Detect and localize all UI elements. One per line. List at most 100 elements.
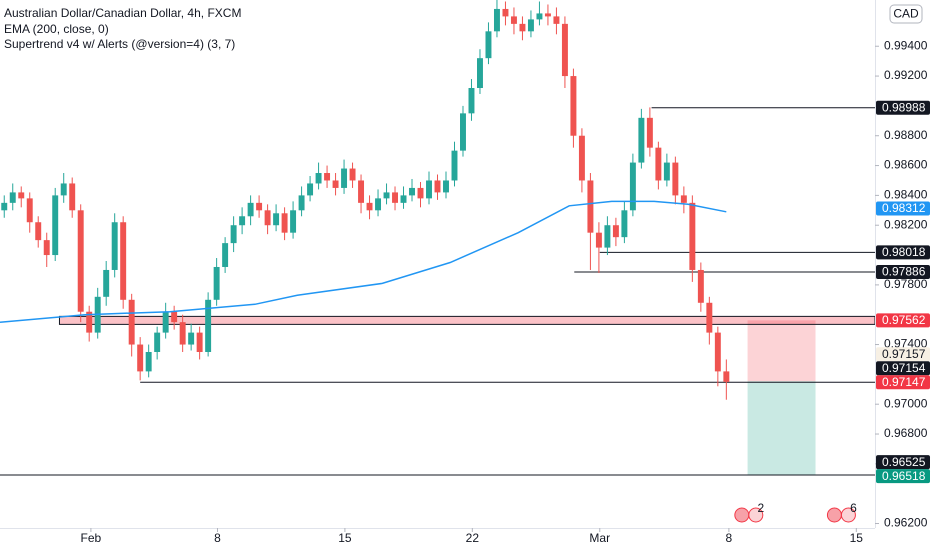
candle-body (527, 19, 534, 32)
price-label-box (876, 361, 930, 376)
event-icon (748, 507, 764, 523)
candle-body (561, 23, 568, 77)
y-tick-label: 0.97400 (884, 337, 928, 351)
candle-body (477, 58, 483, 88)
price-label: 0.97157 (882, 347, 926, 361)
candle-body (358, 180, 365, 203)
y-tick-label: 0.97800 (884, 277, 928, 291)
x-tick-label: 8 (726, 531, 733, 545)
event-icon (840, 507, 856, 523)
candle-body (595, 232, 602, 248)
candle-body (604, 225, 611, 248)
candle-body (281, 213, 288, 233)
candle-body (162, 311, 169, 333)
candle-body (570, 76, 577, 136)
candle-body (366, 202, 373, 211)
candle-body (230, 225, 237, 244)
candle-body (672, 162, 679, 196)
ema-line (0, 200, 727, 323)
currency-badge[interactable] (889, 4, 923, 24)
position-risk (747, 320, 816, 382)
y-tick-label: 0.98600 (884, 158, 928, 172)
price-label: 0.96518 (882, 469, 926, 483)
candle-body (383, 192, 390, 199)
price-label-box (876, 469, 930, 484)
candle-body (290, 210, 297, 233)
event-count: 6 (850, 501, 857, 515)
candle-body (553, 16, 560, 24)
x-tick-label: Feb (81, 531, 102, 545)
y-tick-label: 0.96800 (884, 426, 928, 440)
x-tick-label: 22 (466, 531, 480, 545)
price-label-box (876, 100, 930, 115)
price-label: 0.97562 (882, 313, 926, 327)
candle-body (273, 213, 280, 226)
x-tick-label: 15 (338, 531, 352, 545)
candle-body (451, 150, 458, 181)
candle-body (43, 240, 50, 256)
candle-body (60, 183, 67, 196)
price-label: 0.96525 (882, 455, 926, 469)
y-tick-label: 0.98400 (884, 188, 928, 202)
price-label-box (876, 265, 930, 280)
candle-body (222, 243, 229, 267)
candle-body (375, 198, 382, 211)
candle-body (239, 216, 246, 226)
currency-label: CAD (893, 7, 919, 21)
candle-body (154, 332, 161, 352)
candle-body (120, 222, 127, 300)
candle-body (723, 371, 730, 382)
candle-body (655, 147, 662, 181)
candle-body (26, 198, 33, 223)
candle-body (188, 332, 195, 345)
candle-body (434, 180, 441, 193)
candle-body (103, 269, 110, 297)
candle-body (349, 168, 356, 181)
candle-body (324, 173, 331, 181)
price-label-box (876, 313, 930, 328)
y-tick-label: 0.96200 (884, 516, 928, 530)
x-tick-label: 8 (214, 531, 221, 545)
price-label: 0.98018 (882, 245, 926, 259)
y-tick-label: 0.98800 (884, 128, 928, 142)
candle-body (315, 173, 322, 184)
candle-body (519, 23, 526, 32)
candle-body (612, 225, 619, 238)
candle-body (332, 180, 339, 188)
candle-body (179, 322, 186, 345)
y-tick-label: 0.99400 (884, 38, 928, 52)
y-tick-label: 0.98200 (884, 217, 928, 231)
candle-body (460, 113, 466, 151)
candle-body (18, 192, 25, 199)
price-label-box (876, 347, 930, 362)
position-reward (747, 381, 816, 476)
candle-body (341, 168, 348, 188)
candle-body (35, 222, 42, 241)
candle-body (510, 16, 517, 24)
candle-body (196, 332, 203, 352)
candle-body (493, 8, 500, 32)
event-count: 2 (757, 501, 764, 515)
candle-body (1, 202, 8, 211)
candle-body (137, 344, 144, 372)
event-icon (734, 507, 750, 523)
candle-body (128, 299, 135, 345)
event-icon (826, 507, 842, 523)
candle-body (69, 183, 76, 211)
price-label: 0.97886 (882, 265, 926, 279)
price-label: 0.98312 (882, 201, 926, 215)
chart-title: Australian Dollar/Canadian Dollar, 4h, F… (4, 6, 241, 20)
candle-body (264, 210, 271, 226)
candle-body (400, 195, 407, 203)
candle-body (578, 135, 585, 181)
candle-body (392, 192, 398, 203)
candle-body (587, 180, 594, 233)
candle-body (111, 222, 118, 270)
candle-body (77, 210, 84, 312)
y-tick-label: 0.97000 (884, 396, 928, 410)
candle-body (205, 299, 212, 352)
y-tick-label: 0.99200 (884, 68, 928, 82)
